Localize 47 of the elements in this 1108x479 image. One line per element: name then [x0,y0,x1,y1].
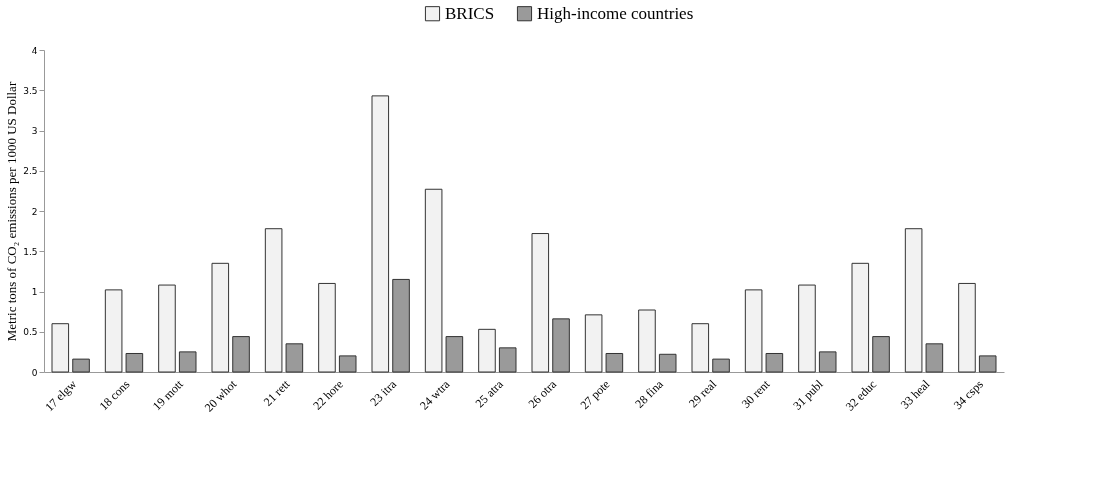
bar [798,284,816,373]
y-tick-label: 2 [31,206,38,217]
bar [158,284,176,373]
x-tick-label: 18 cons [96,376,133,414]
y-tick-label: 4 [31,45,38,56]
x-tick-label: 21 rett [260,376,293,409]
x-tick-label: 26 otra [525,376,560,411]
bar [638,309,656,373]
bar [318,282,336,373]
bar [478,328,496,373]
y-axis-title: Metric tons of CO₂ emissions per 1000 US Dollar [4,81,20,342]
x-tick-label: 30 rent [738,376,773,411]
bar [211,262,230,373]
legend-label: High-income countries [537,3,694,23]
x-tick-label: 28 fina [632,376,667,411]
x-tick-label: 33 heal [897,376,933,412]
bar [104,289,123,373]
x-tick-label: 22 hore [310,377,346,413]
y-tick-label: 0.5 [23,327,38,338]
y-tick-label: 0 [31,367,38,378]
x-tick-label: 25 atra [472,376,507,411]
x-tick-label: 23 itra [367,376,400,409]
bar [51,323,70,373]
bar [691,323,710,373]
y-tick-label: 3.5 [23,85,38,96]
bar [424,188,443,373]
x-tick-label: 32 educ [842,377,880,414]
y-tick-label: 1 [31,287,38,297]
x-tick-label: 34 csps [950,376,987,413]
x-tick-label: 17 elgw [42,376,80,415]
bar [851,262,870,373]
bar [584,314,603,373]
bar [744,289,763,373]
bar [371,95,390,373]
bar [264,228,283,373]
x-tick-label: 24 wtra [416,376,453,413]
y-tick-label: 2.5 [23,166,38,177]
y-tick-label: 1.5 [23,246,38,257]
bar [904,228,923,373]
x-tick-label: 20 whot [201,376,240,415]
x-tick-label: 29 real [685,376,720,411]
bar [531,233,550,373]
legend-label: BRICS [445,3,495,23]
x-tick-label: 19 mott [149,376,187,414]
x-tick-label: 27 pote [577,377,613,413]
y-tick-label: 3 [31,126,38,136]
bar [958,282,976,373]
